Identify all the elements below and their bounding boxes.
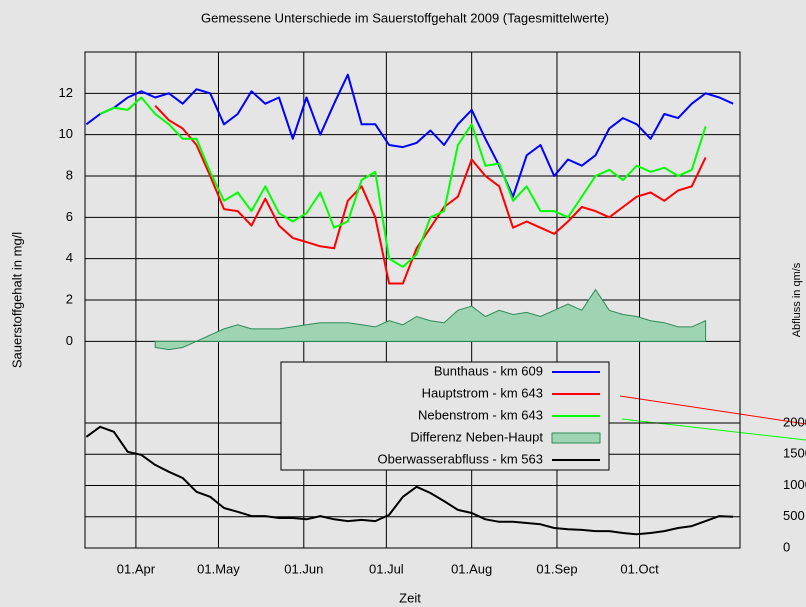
y2-tick-label: 1000 — [783, 477, 806, 492]
y2-tick-label: 2000 — [783, 414, 806, 429]
line — [154, 105, 707, 285]
x-tick-label: 01.Sep — [536, 561, 577, 576]
plot-border — [84, 51, 741, 549]
legend-label: Nebenstrom - km 643 — [418, 407, 543, 422]
y-tick-label: 12 — [59, 85, 73, 100]
y2-tick-label: 1500 — [783, 446, 806, 461]
line — [85, 425, 734, 536]
legend-label: Hauptstrom - km 643 — [422, 385, 543, 400]
y-axis-label: Sauerstoffgehalt in mg/l — [9, 232, 24, 368]
chart-title: Gemessene Unterschiede im Sauerstoffgeha… — [201, 10, 609, 25]
x-tick-label: 01.Apr — [117, 561, 156, 576]
y2-tick-label: 0 — [783, 539, 790, 554]
legend-label: Oberwasserabfluss - km 563 — [378, 451, 543, 466]
x-tick-label: 01.May — [197, 561, 240, 576]
y-tick-label: 8 — [66, 167, 73, 182]
line — [85, 73, 734, 198]
stray-line — [619, 395, 806, 425]
x-axis-label: Zeit — [399, 590, 421, 605]
legend-label: Bunthaus - km 609 — [434, 363, 543, 378]
y-tick-label: 6 — [66, 209, 73, 224]
x-tick-label: 01.Oct — [620, 561, 659, 576]
y-tick-label: 2 — [66, 291, 73, 306]
x-tick-label: 01.Jul — [369, 561, 404, 576]
y-tick-label: 0 — [66, 333, 73, 348]
y-tick-label: 10 — [59, 126, 73, 141]
legend-label: Differenz Neben-Haupt — [410, 429, 543, 444]
y2-tick-label: 500 — [783, 508, 805, 523]
x-tick-label: 01.Jun — [284, 561, 323, 576]
area — [154, 288, 707, 351]
legend-swatch — [551, 432, 601, 444]
y-tick-label: 4 — [66, 250, 73, 265]
line — [99, 96, 707, 268]
x-tick-label: 01.Aug — [451, 561, 492, 576]
y2-axis-label: Abfluss in qm/s — [791, 262, 803, 337]
